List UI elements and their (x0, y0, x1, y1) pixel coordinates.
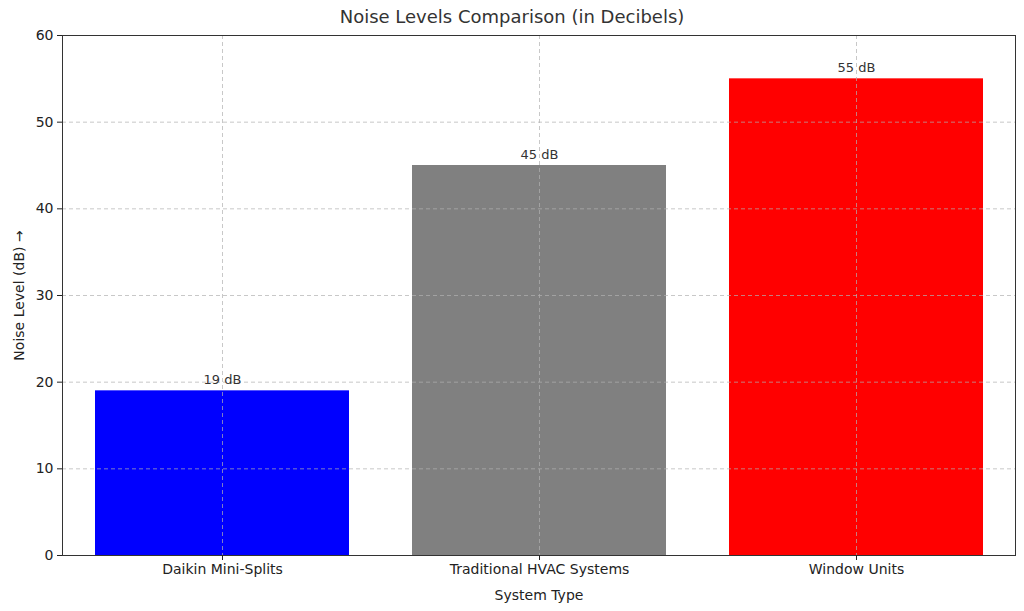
svg-text:50: 50 (36, 114, 54, 130)
svg-text:Traditional HVAC Systems: Traditional HVAC Systems (449, 561, 630, 577)
svg-text:30: 30 (36, 287, 54, 303)
svg-text:10: 10 (36, 460, 54, 476)
svg-text:Daikin Mini-Splits: Daikin Mini-Splits (162, 561, 283, 577)
svg-text:45 dB: 45 dB (521, 147, 559, 162)
svg-text:System Type: System Type (495, 587, 584, 603)
html-text:Noise Levels Comparison (in De: Noise Levels Comparison (in Decibels) (339, 6, 685, 27)
svg-text:0: 0 (45, 547, 54, 563)
svg-text:55 dB: 55 dB (838, 60, 876, 75)
svg-text:40: 40 (36, 200, 54, 216)
svg-text:Window Units: Window Units (809, 561, 904, 577)
svg-text:Noise Level (dB) →: Noise Level (dB) → (11, 230, 27, 361)
svg-text:20: 20 (36, 374, 54, 390)
svg-text:60: 60 (36, 30, 54, 43)
svg-text:19 dB: 19 dB (204, 372, 242, 387)
